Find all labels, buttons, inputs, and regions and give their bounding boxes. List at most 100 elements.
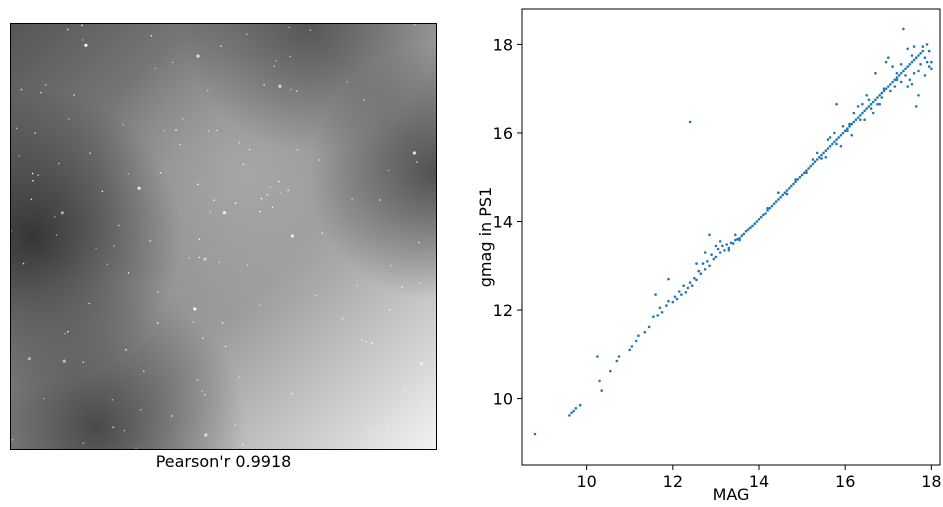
star [27, 357, 31, 361]
correlation-caption: Pearson'r 0.9918 [155, 452, 292, 471]
data-point [712, 257, 716, 261]
data-point [805, 171, 808, 175]
data-point [794, 180, 797, 183]
data-point [727, 246, 731, 250]
data-point [714, 255, 718, 259]
data-point [729, 241, 733, 245]
data-point [902, 69, 905, 73]
scatter-points [533, 27, 933, 436]
data-point [660, 311, 664, 314]
data-point [878, 94, 881, 97]
data-point [803, 171, 806, 175]
star [163, 129, 165, 132]
data-point [798, 175, 802, 179]
data-point [871, 100, 875, 104]
star [341, 317, 344, 320]
data-point [734, 238, 737, 242]
star [95, 247, 97, 250]
data-point [904, 67, 907, 71]
star [196, 54, 200, 58]
data-point [906, 85, 909, 88]
data-point [658, 306, 662, 310]
star [412, 151, 416, 155]
star [295, 90, 298, 92]
scatter-chart: 10 12 14 16 18 10 12 14 16 18 MAG gmag in PS1 [476, 8, 942, 504]
data-point [828, 136, 832, 139]
star [11, 439, 14, 441]
x-axis-label: MAG [713, 485, 750, 504]
data-point [800, 173, 804, 177]
plot-frame [521, 8, 941, 466]
data-point [899, 63, 903, 66]
data-point [755, 220, 759, 223]
data-point [600, 389, 603, 392]
star [413, 24, 416, 26]
star [137, 186, 141, 190]
data-point [815, 158, 819, 161]
data-point [884, 87, 888, 90]
star [216, 129, 218, 132]
data-point [706, 260, 709, 263]
star [37, 174, 39, 176]
data-point [908, 63, 912, 66]
data-point [721, 244, 724, 248]
star [278, 84, 282, 88]
star [421, 402, 424, 405]
data-point [628, 348, 631, 352]
data-point [723, 249, 726, 252]
star [390, 264, 392, 267]
data-point [852, 111, 856, 115]
star [242, 163, 245, 166]
star [196, 379, 199, 382]
data-point [634, 339, 638, 343]
data-point [882, 89, 886, 93]
data-point [865, 107, 868, 110]
star [67, 28, 69, 31]
data-point [927, 65, 931, 68]
data-point [895, 71, 899, 75]
star [209, 210, 212, 213]
data-point [809, 164, 812, 168]
data-point [915, 105, 918, 108]
data-point [796, 178, 800, 181]
data-point [744, 229, 748, 233]
star [362, 441, 365, 444]
star [22, 262, 25, 265]
star [179, 143, 181, 146]
data-point [794, 178, 797, 181]
star [351, 198, 353, 200]
data-point [897, 74, 901, 77]
star [44, 84, 47, 86]
star [88, 302, 90, 305]
y-tick-label: 16 [493, 124, 513, 143]
data-point [869, 102, 873, 106]
data-point [869, 107, 873, 110]
star [143, 370, 145, 373]
data-point [871, 111, 875, 115]
data-point [876, 96, 879, 99]
data-point [912, 71, 916, 75]
star [401, 286, 403, 289]
data-point [906, 65, 909, 68]
data-point [807, 167, 810, 170]
star [234, 202, 237, 204]
data-point [831, 142, 834, 146]
star [387, 426, 389, 428]
data-point [891, 65, 894, 68]
star [11, 230, 12, 232]
star [182, 118, 184, 120]
data-point [734, 233, 737, 237]
star [122, 123, 124, 126]
data-point [574, 407, 578, 410]
data-point [846, 127, 849, 130]
star [259, 304, 261, 306]
data-point [790, 184, 793, 188]
data-point [923, 56, 927, 59]
star [154, 67, 157, 70]
data-point [828, 144, 832, 148]
data-point [667, 277, 670, 281]
star [263, 84, 265, 86]
star [156, 291, 159, 293]
star [378, 199, 381, 201]
star [278, 180, 280, 183]
